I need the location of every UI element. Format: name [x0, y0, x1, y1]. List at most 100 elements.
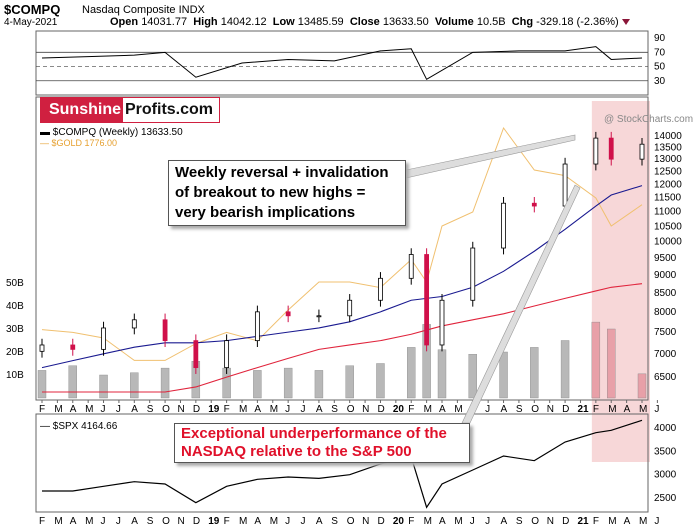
x-tick-label: A	[316, 404, 323, 415]
price-tick-label: 7500	[654, 327, 677, 338]
bottom-x-tick-label: M	[54, 516, 62, 527]
candle-body	[639, 143, 645, 160]
bottom-x-tick-label: O	[162, 516, 170, 527]
x-tick-label: J	[654, 404, 659, 415]
x-tick-label: J	[485, 404, 490, 415]
volume-bar	[607, 328, 616, 399]
candle-body	[347, 299, 353, 317]
legend-gold-label: $GOLD 1776.00	[51, 138, 118, 148]
x-tick-label: M	[54, 404, 62, 415]
x-tick-label: F	[39, 404, 45, 415]
bottom-x-tick-label: F	[593, 516, 599, 527]
volume-bar	[160, 367, 170, 399]
ma200-line	[42, 283, 643, 393]
bottom-x-tick-label: O	[347, 516, 355, 527]
price-tick-label: 8500	[654, 288, 677, 299]
x-tick-label: A	[439, 404, 446, 415]
candle-body	[39, 344, 45, 352]
close-value: 13633.50	[382, 16, 429, 28]
x-tick-label: N	[177, 404, 184, 415]
volume-bar	[37, 370, 47, 399]
x-tick-label: M	[239, 404, 247, 415]
panel-frame	[35, 413, 649, 513]
price-tick-label: 13500	[654, 142, 682, 153]
candle-body	[531, 202, 537, 207]
x-tick-label: 20	[393, 404, 405, 415]
legend-compq-label: $COMPQ (Weekly) 13633.50	[52, 127, 183, 138]
open-value: 14031.77	[141, 16, 188, 28]
close-label: Close	[349, 16, 380, 28]
volume-value: 10.5B	[476, 16, 506, 28]
bottom-x-tick-label: F	[224, 516, 230, 527]
x-tick-label: A	[131, 404, 138, 415]
rsi-line	[41, 46, 643, 81]
bottom-x-tick-label: 21	[577, 516, 589, 527]
x-tick-label: N	[547, 404, 554, 415]
candle-body	[131, 319, 137, 329]
down-arrow-icon	[621, 19, 630, 26]
volume-bar	[283, 367, 293, 399]
volume-tick-label: 10B	[6, 370, 24, 381]
price-tick-label: 11500	[654, 193, 682, 204]
rsi-tick-label: 50	[654, 62, 666, 73]
volume-bar	[560, 340, 570, 399]
bottom-x-tick-label: D	[562, 516, 569, 527]
x-tick-label: J	[301, 404, 306, 415]
candle-body	[408, 254, 414, 279]
volume-bar	[591, 321, 601, 399]
bottom-x-tick-label: S	[147, 516, 154, 527]
bottom-x-tick-label: N	[547, 516, 554, 527]
low-label: Low	[272, 16, 295, 28]
candle-body	[316, 315, 322, 318]
bottom-x-tick-label: D	[377, 516, 384, 527]
x-tick-label: A	[254, 404, 261, 415]
quote-date: 4-May-2021	[4, 17, 58, 28]
candle-body	[193, 340, 199, 369]
logo-part-1: Sunshine	[41, 98, 123, 122]
price-tick-label: 12000	[654, 179, 682, 190]
panel-frame	[35, 96, 649, 401]
price-tick-label: 11000	[654, 207, 682, 218]
bottom-x-tick-label: J	[654, 516, 659, 527]
volume-bar	[637, 373, 647, 399]
bottom-x-tick-label: O	[531, 516, 539, 527]
annotation-pointer-1	[405, 134, 576, 179]
volume-bar	[499, 351, 508, 399]
bottom-x-tick-label: A	[131, 516, 138, 527]
x-tick-label: S	[147, 404, 154, 415]
x-tick-label: F	[408, 404, 414, 415]
bottom-x-tick-label: S	[516, 516, 523, 527]
candle-body	[593, 137, 599, 165]
volume-bar	[376, 363, 385, 399]
highlight-region	[591, 101, 650, 462]
x-tick-label: M	[424, 404, 432, 415]
bottom-x-tick-label: M	[608, 516, 616, 527]
x-tick-label: S	[516, 404, 523, 415]
volume-bar	[314, 370, 324, 399]
x-tick-label: M	[454, 404, 462, 415]
x-tick-label: F	[224, 404, 230, 415]
bottom-x-tick-label: M	[239, 516, 247, 527]
volume-tick-label: 40B	[6, 301, 24, 312]
candle-body	[424, 254, 430, 346]
volume-label: Volume	[434, 16, 474, 28]
x-tick-label: J	[101, 404, 106, 415]
price-tick-label: 8000	[654, 307, 677, 318]
candle-body	[562, 163, 568, 207]
x-tick-label: J	[285, 404, 290, 415]
volume-tick-label: 30B	[6, 324, 24, 335]
rsi-tick-label: 90	[654, 33, 666, 44]
chart-header: $COMPQ Nasdaq Composite INDX 4-May-2021 …	[0, 0, 700, 30]
x-tick-label: O	[531, 404, 539, 415]
bottom-x-tick-label: J	[101, 516, 106, 527]
brand-logo: Sunshine Profits.com	[40, 97, 220, 123]
symbol-name: Nasdaq Composite INDX	[82, 4, 205, 16]
quote-line: Open 14031.77 High 14042.12 Low 13485.59…	[110, 16, 630, 28]
chg-label: Chg	[511, 16, 534, 28]
annotation-underperformance: Exceptional underperformance of the NASD…	[174, 423, 470, 463]
candle-body	[470, 247, 476, 301]
legend-gold: — $GOLD 1776.00	[40, 138, 118, 148]
bottom-x-tick-label: A	[624, 516, 631, 527]
x-tick-label: D	[377, 404, 384, 415]
bottom-x-tick-label: 19	[208, 516, 220, 527]
